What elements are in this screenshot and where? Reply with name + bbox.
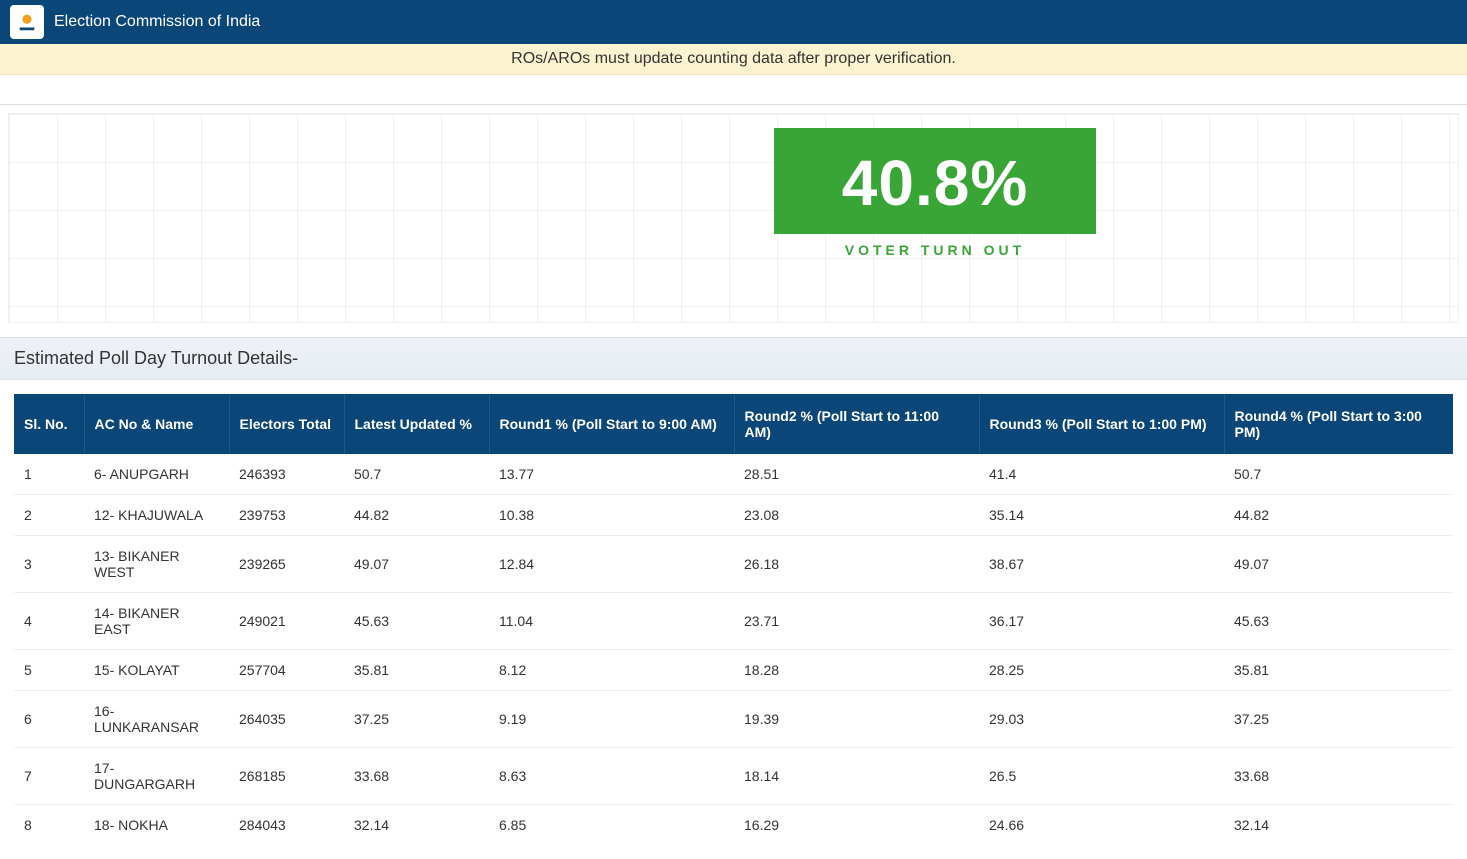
table-cell: 16.29 [734, 805, 979, 846]
col-acname: AC No & Name [84, 394, 229, 454]
table-cell: 6 [14, 691, 84, 748]
table-cell: 49.07 [1224, 536, 1453, 593]
table-row: 16- ANUPGARH24639350.713.7728.5141.450.7 [14, 454, 1453, 495]
table-cell: 37.25 [344, 691, 489, 748]
table-cell: 23.71 [734, 593, 979, 650]
table-cell: 284043 [229, 805, 344, 846]
table-cell: 23.08 [734, 495, 979, 536]
top-bar: Election Commission of India [0, 0, 1467, 44]
table-cell: 11.04 [489, 593, 734, 650]
table-cell: 10.38 [489, 495, 734, 536]
table-cell: 8 [14, 805, 84, 846]
table-cell: 9.19 [489, 691, 734, 748]
table-cell: 1 [14, 454, 84, 495]
col-round1: Round1 % (Poll Start to 9:00 AM) [489, 394, 734, 454]
table-cell: 45.63 [344, 593, 489, 650]
col-round3: Round3 % (Poll Start to 1:00 PM) [979, 394, 1224, 454]
table-cell: 36.17 [979, 593, 1224, 650]
table-row: 313- BIKANER WEST23926549.0712.8426.1838… [14, 536, 1453, 593]
table-body: 16- ANUPGARH24639350.713.7728.5141.450.7… [14, 454, 1453, 845]
app-title: Election Commission of India [54, 13, 260, 31]
table-cell: 264035 [229, 691, 344, 748]
table-row: 717- DUNGARGARH26818533.688.6318.1426.53… [14, 748, 1453, 805]
table-header-row: Sl. No. AC No & Name Electors Total Late… [14, 394, 1453, 454]
table-cell: 18.28 [734, 650, 979, 691]
col-latest: Latest Updated % [344, 394, 489, 454]
table-cell: 18- NOKHA [84, 805, 229, 846]
table-cell: 246393 [229, 454, 344, 495]
table-cell: 8.12 [489, 650, 734, 691]
table-cell: 8.63 [489, 748, 734, 805]
encore-logo-icon [16, 11, 38, 33]
table-cell: 268185 [229, 748, 344, 805]
turnout-card: 40.8% VOTER TURN OUT [774, 128, 1096, 258]
app-logo [10, 5, 44, 39]
table-cell: 6- ANUPGARH [84, 454, 229, 495]
table-cell: 28.25 [979, 650, 1224, 691]
table-cell: 6.85 [489, 805, 734, 846]
section-title: Estimated Poll Day Turnout Details- [0, 337, 1467, 380]
table-cell: 12.84 [489, 536, 734, 593]
table-cell: 4 [14, 593, 84, 650]
table-cell: 19.39 [734, 691, 979, 748]
table-cell: 5 [14, 650, 84, 691]
table-cell: 239753 [229, 495, 344, 536]
table-row: 515- KOLAYAT25770435.818.1218.2828.2535.… [14, 650, 1453, 691]
table-cell: 45.63 [1224, 593, 1453, 650]
table-cell: 38.67 [979, 536, 1224, 593]
table-row: 414- BIKANER EAST24902145.6311.0423.7136… [14, 593, 1453, 650]
table-cell: 50.7 [344, 454, 489, 495]
table-cell: 239265 [229, 536, 344, 593]
table-cell: 29.03 [979, 691, 1224, 748]
col-round2: Round2 % (Poll Start to 11:00 AM) [734, 394, 979, 454]
table-cell: 26.5 [979, 748, 1224, 805]
table-cell: 33.68 [344, 748, 489, 805]
blank-toolbar [0, 75, 1467, 105]
table-cell: 35.81 [344, 650, 489, 691]
table-row: 818- NOKHA28404332.146.8516.2924.6632.14 [14, 805, 1453, 846]
table-cell: 249021 [229, 593, 344, 650]
table-row: 212- KHAJUWALA23975344.8210.3823.0835.14… [14, 495, 1453, 536]
table-cell: 28.51 [734, 454, 979, 495]
col-round4: Round4 % (Poll Start to 3:00 PM) [1224, 394, 1453, 454]
table-container: Sl. No. AC No & Name Electors Total Late… [0, 380, 1467, 859]
table-cell: 49.07 [344, 536, 489, 593]
table-cell: 44.82 [1224, 495, 1453, 536]
table-cell: 2 [14, 495, 84, 536]
table-cell: 257704 [229, 650, 344, 691]
col-electors: Electors Total [229, 394, 344, 454]
table-cell: 14- BIKANER EAST [84, 593, 229, 650]
table-cell: 13- BIKANER WEST [84, 536, 229, 593]
table-cell: 15- KOLAYAT [84, 650, 229, 691]
table-cell: 17- DUNGARGARH [84, 748, 229, 805]
table-cell: 32.14 [344, 805, 489, 846]
table-row: 616- LUNKARANSAR26403537.259.1919.3929.0… [14, 691, 1453, 748]
table-cell: 44.82 [344, 495, 489, 536]
table-cell: 35.81 [1224, 650, 1453, 691]
notice-banner: ROs/AROs must update counting data after… [0, 44, 1467, 75]
table-cell: 16- LUNKARANSAR [84, 691, 229, 748]
turnout-value: 40.8% [774, 146, 1096, 220]
turnout-table: Sl. No. AC No & Name Electors Total Late… [14, 394, 1453, 845]
table-cell: 50.7 [1224, 454, 1453, 495]
table-cell: 26.18 [734, 536, 979, 593]
turnout-label: VOTER TURN OUT [774, 234, 1096, 258]
turnout-box: 40.8% [774, 128, 1096, 234]
chart-grid-area: 40.8% VOTER TURN OUT [8, 113, 1459, 323]
table-cell: 3 [14, 536, 84, 593]
table-cell: 33.68 [1224, 748, 1453, 805]
table-cell: 37.25 [1224, 691, 1453, 748]
table-cell: 41.4 [979, 454, 1224, 495]
table-cell: 7 [14, 748, 84, 805]
table-cell: 12- KHAJUWALA [84, 495, 229, 536]
table-cell: 24.66 [979, 805, 1224, 846]
table-cell: 35.14 [979, 495, 1224, 536]
col-slno: Sl. No. [14, 394, 84, 454]
table-cell: 13.77 [489, 454, 734, 495]
table-cell: 18.14 [734, 748, 979, 805]
table-cell: 32.14 [1224, 805, 1453, 846]
